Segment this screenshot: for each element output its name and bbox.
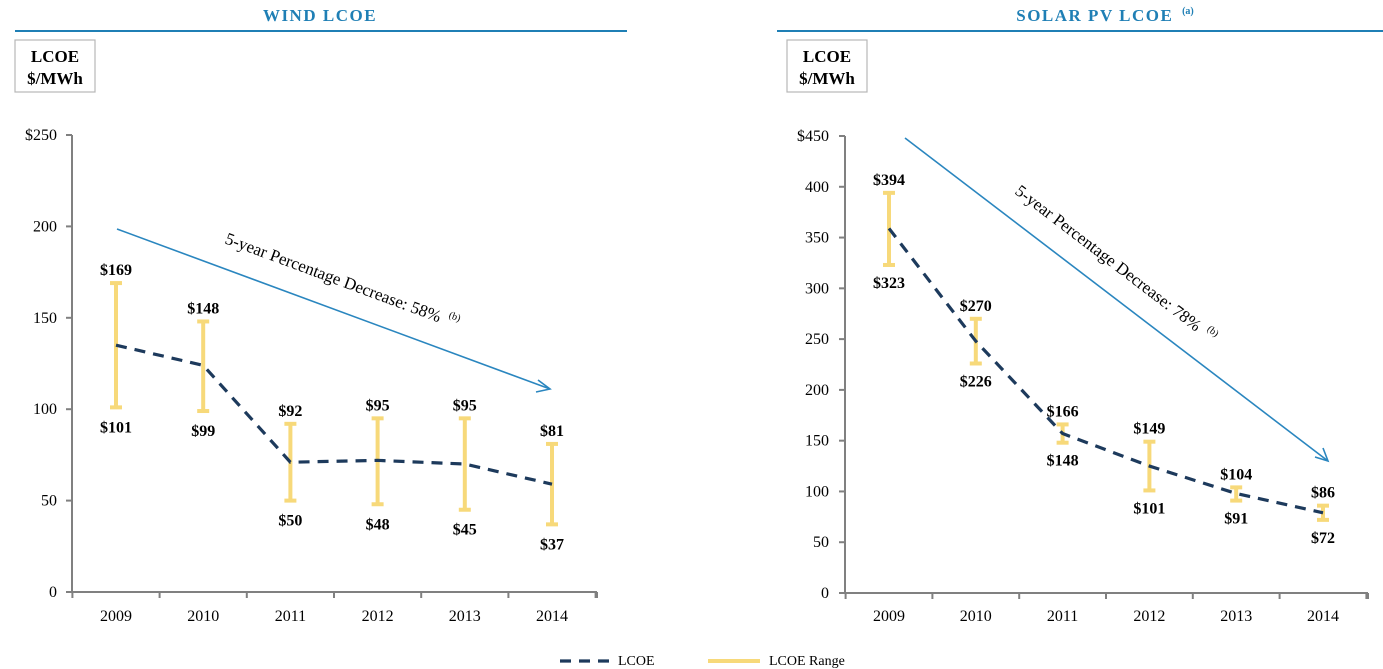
wind-trend-arrowhead [535,379,552,393]
solar-trend-arrow [904,137,1329,462]
solar-unit-box: LCOE $/MWh [786,39,868,93]
solar-y-tick-label: $450 [797,128,829,145]
wind-range-bar [197,319,210,414]
solar-x-tick-label: 2010 [960,608,992,625]
wind-data-label-low: $45 [453,522,477,539]
solar-y-tick-label: 100 [805,483,829,500]
wind-x-tick-label: 2011 [275,608,306,625]
wind-range-bar [458,416,471,512]
solar-y-tick-label: 150 [805,433,829,450]
solar-x-tick-label: 2011 [1047,608,1078,625]
solar-x-tick-label: 2012 [1133,608,1165,625]
solar-lcoe-series-line [887,227,1324,515]
solar-data-label-low: $323 [873,275,905,292]
wind-data-label-high: $95 [366,397,390,414]
legend-lcoe-label: LCOE [618,654,655,669]
wind-data-label-low: $101 [100,419,132,436]
solar-panel-title-main: SOLAR PV LCOE [1016,6,1173,25]
solar-data-label-high: $86 [1311,485,1335,502]
wind-x-tick-label: 2014 [536,608,568,625]
wind-x-tick-label: 2013 [449,608,481,625]
wind-unit-label-line1: LCOE [31,47,79,66]
solar-x-tick-label: 2009 [873,608,905,625]
wind-lcoe-series-line [115,343,553,486]
wind-y-tick-label: 0 [49,584,57,601]
solar-x-tick-label: 2014 [1307,608,1339,625]
wind-panel-title: WIND LCOE [263,6,377,25]
solar-data-label-low: $72 [1311,530,1335,547]
solar-data-label-high: $166 [1047,403,1079,420]
solar-y-tick-label: 350 [805,230,829,247]
wind-y-tick-label: 50 [41,493,57,510]
solar-x-tick-label: 2013 [1220,608,1252,625]
wind-data-label-high: $92 [278,403,302,420]
solar-y-tick-label: 400 [805,179,829,196]
solar-trend-text-main: 5-year Percentage Decrease: 78% [1012,181,1205,335]
wind-data-label-high: $81 [540,423,564,440]
solar-data-label-high: $394 [873,172,905,189]
solar-data-label-low: $148 [1047,453,1079,470]
wind-trend-text-main: 5-year Percentage Decrease: 58% [223,229,444,326]
wind-y-tick-label: 150 [33,310,57,327]
solar-trend-arrowhead [1314,447,1330,463]
solar-unit-label-line1: LCOE [803,47,851,66]
solar-panel-title-sup: (a) [1182,6,1194,17]
solar-y-tick-label: 50 [813,534,829,551]
solar-data-label-low: $226 [960,373,992,390]
solar-y-tick-label: 0 [821,585,829,602]
wind-x-tick-label: 2012 [362,608,394,625]
wind-y-tick-label: $250 [25,127,57,144]
wind-unit-label-line2: $/MWh [27,69,83,88]
wind-data-label-high: $148 [187,300,219,317]
wind-data-label-high: $169 [100,262,132,279]
wind-x-tick-label: 2009 [100,608,132,625]
legend: LCOE LCOE Range [560,654,845,669]
wind-data-label-low: $48 [366,516,390,533]
legend-range-label: LCOE Range [769,654,845,669]
solar-y-tick-label: 300 [805,280,829,297]
solar-y-tick-label: 250 [805,331,829,348]
wind-trend-annotation: 5-year Percentage Decrease: 58% (b) [116,228,552,393]
solar-unit-label-line2: $/MWh [799,69,855,88]
solar-trend-text-sup: (b) [1205,324,1221,340]
solar-panel-title: SOLAR PV LCOE (a) [1016,6,1194,25]
solar-trend-text: 5-year Percentage Decrease: 78% (b) [1012,180,1221,346]
wind-trend-arrow [116,228,551,390]
wind-x-tick-label: 2010 [187,608,219,625]
wind-plot: $250 200 150 100 50 0 2009 2010 2011 2012 2013 2014… [25,127,598,625]
solar-plot: $450 400 350 300 250 200 150 100 50 0 2009 2010 2011… [797,128,1369,625]
solar-range-bar [1230,485,1243,503]
solar-data-label-high: $149 [1133,421,1165,438]
wind-y-tick-label: 200 [33,218,57,235]
wind-panel: WIND LCOE LCOE $/MWh $250 200 150 100 50 0 200… [14,6,627,625]
wind-data-label-high: $95 [453,397,477,414]
solar-data-label-low: $91 [1224,511,1248,528]
wind-data-label-low: $37 [540,536,564,553]
solar-data-label-high: $270 [960,298,992,315]
wind-unit-box: LCOE $/MWh [14,39,96,93]
wind-trend-text-sup: (b) [447,310,462,324]
wind-trend-text: 5-year Percentage Decrease: 58% (b) [223,228,462,333]
solar-data-label-low: $101 [1133,500,1165,517]
wind-data-label-low: $99 [191,423,215,440]
wind-y-tick-label: 100 [33,401,57,418]
solar-y-tick-label: 200 [805,382,829,399]
wind-data-label-low: $50 [278,513,302,530]
solar-panel: SOLAR PV LCOE (a) LCOE $/MWh $450 400 350 3… [777,6,1383,625]
solar-data-label-high: $104 [1220,466,1252,483]
